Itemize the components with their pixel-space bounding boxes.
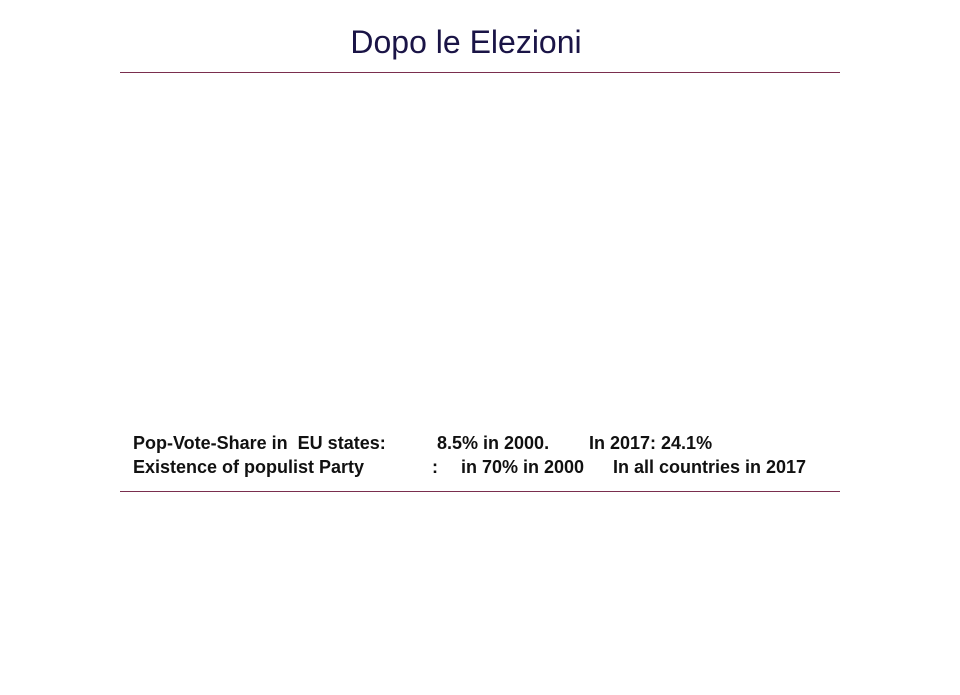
stat-value-2000: in 70% in 2000 (461, 457, 585, 477)
stats-block: Pop-Vote-Share in EU states: 8.5% in 200… (133, 431, 806, 623)
slide-title: Dopo le Elezioni (350, 24, 582, 60)
stat-separator: : (432, 457, 438, 477)
stat-value-2017: In 2017: 24.1% (589, 433, 713, 453)
stat-label: Pop-Vote-Share in EU states: (133, 433, 386, 453)
title-divider (120, 72, 840, 73)
stat-value-2017: In all countries in 2017 (613, 457, 807, 477)
stat-label: Existence of populist Party (133, 457, 365, 477)
footer-divider (120, 491, 840, 492)
stat-row-vote-share: Pop-Vote-Share in EU states: 8.5% in 200… (133, 433, 712, 503)
stat-row-party-existence: Existence of populist Party : in 70% in … (133, 457, 806, 575)
stat-value-2000: 8.5% in 2000. (437, 433, 550, 453)
